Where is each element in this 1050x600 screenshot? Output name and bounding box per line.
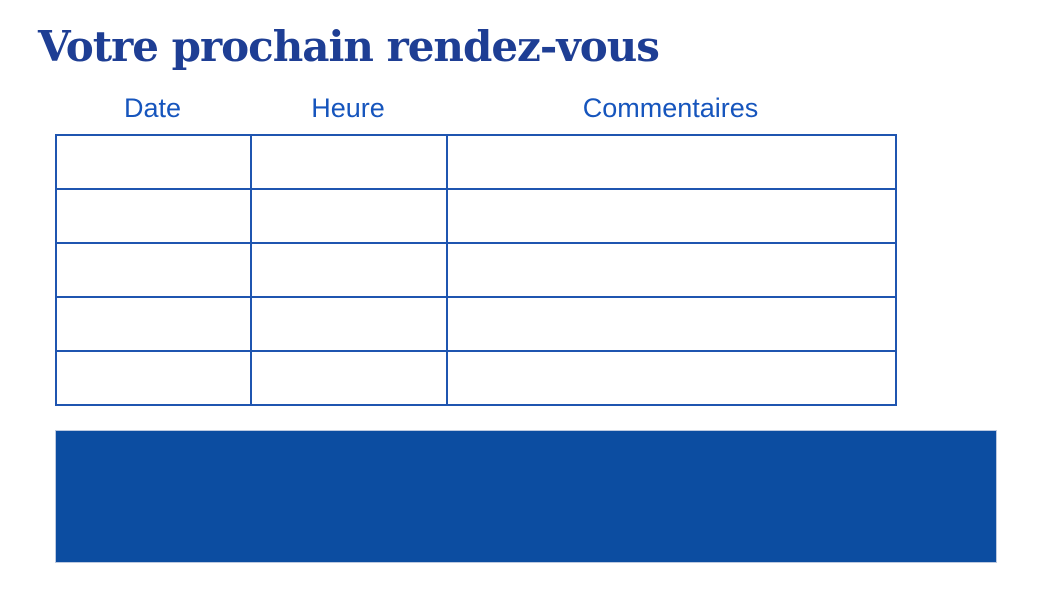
- page-title: Votre prochain rendez-vous: [38, 22, 660, 71]
- table-header-row: Date Heure Commentaires: [55, 92, 895, 124]
- table-cell-heure: [250, 350, 448, 406]
- table-cell-commentaires: [446, 242, 897, 298]
- table-row: [55, 134, 897, 190]
- table-cell-heure: [250, 134, 448, 190]
- column-header-heure: Heure: [311, 93, 385, 123]
- table-cell-commentaires: [446, 188, 897, 244]
- table-row: [55, 188, 897, 244]
- table-cell-date: [55, 296, 252, 352]
- table-cell-heure: [250, 296, 448, 352]
- column-header-commentaires: Commentaires: [582, 93, 759, 123]
- table-cell-date: [55, 242, 252, 298]
- table-cell-commentaires: [446, 296, 897, 352]
- table-cell-date: [55, 350, 252, 406]
- table-row: [55, 242, 897, 298]
- table-cell-date: [55, 188, 252, 244]
- table-row: [55, 296, 897, 352]
- table-cell-commentaires: [446, 350, 897, 406]
- banner-rectangle: [55, 430, 997, 563]
- table-cell-heure: [250, 188, 448, 244]
- table-cell-heure: [250, 242, 448, 298]
- column-header-date: Date: [123, 93, 182, 123]
- appointments-table: [55, 134, 897, 406]
- table-cell-commentaires: [446, 134, 897, 190]
- table-cell-date: [55, 134, 252, 190]
- table-row: [55, 350, 897, 406]
